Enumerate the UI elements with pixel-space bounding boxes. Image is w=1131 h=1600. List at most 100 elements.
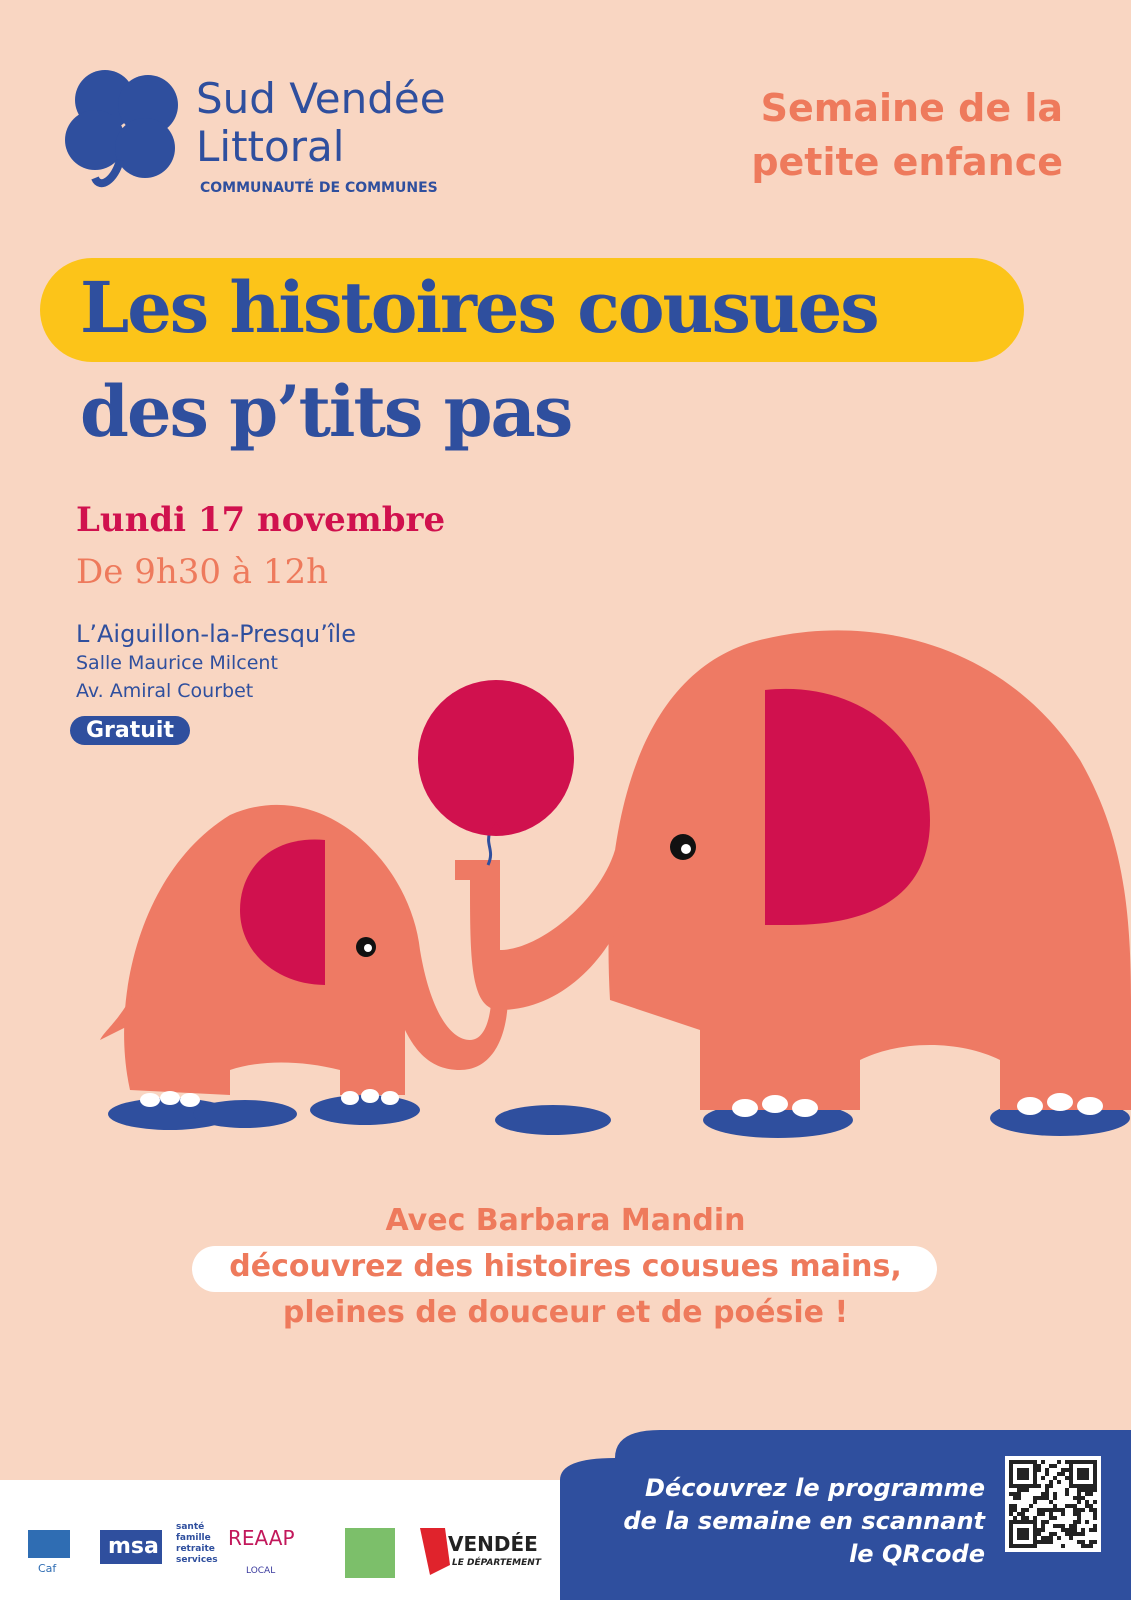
qr-module: [1037, 1540, 1041, 1544]
qr-module: [1029, 1504, 1033, 1508]
qr-module: [1061, 1512, 1065, 1516]
qr-module: [1069, 1468, 1073, 1472]
qr-module: [1033, 1532, 1037, 1536]
qr-module: [1069, 1524, 1073, 1528]
qr-module: [1085, 1488, 1089, 1492]
qr-module: [1033, 1464, 1037, 1468]
qr-module: [1017, 1544, 1021, 1548]
partner-label: Caf: [38, 1562, 57, 1575]
qr-module: [1077, 1492, 1081, 1496]
qr-module: [1025, 1536, 1029, 1540]
qr-module: [1081, 1468, 1085, 1472]
qr-module: [1049, 1536, 1053, 1540]
qr-module: [1037, 1512, 1041, 1516]
qr-module: [1037, 1496, 1041, 1500]
qr-module: [1033, 1468, 1037, 1472]
qr-module: [1065, 1504, 1069, 1508]
qr-module: [1037, 1484, 1041, 1488]
qr-module: [1013, 1516, 1017, 1520]
qr-module: [1077, 1540, 1081, 1544]
qr-module: [1081, 1484, 1085, 1488]
eye-shine: [364, 944, 372, 952]
qr-module: [1021, 1468, 1025, 1472]
qr-module: [1049, 1500, 1053, 1504]
qr-module: [1009, 1492, 1013, 1496]
qr-module: [1093, 1500, 1097, 1504]
qr-module: [1053, 1508, 1057, 1512]
qr-module: [1021, 1512, 1025, 1516]
date: Lundi 17 novembre: [76, 500, 446, 540]
balloon: [418, 680, 574, 836]
qr-module: [1021, 1532, 1025, 1536]
qr-module: [1081, 1472, 1085, 1476]
program-text: Découvrez le programme: [645, 1474, 985, 1502]
qr-module: [1053, 1504, 1057, 1508]
qr-module: [1045, 1488, 1049, 1492]
qr-module: [1093, 1488, 1097, 1492]
qr-module: [1061, 1472, 1065, 1476]
qr-module: [1069, 1464, 1073, 1468]
big-ear: [765, 688, 930, 925]
qr-module: [1021, 1520, 1025, 1524]
vendee-mark: [420, 1528, 450, 1575]
qr-module: [1053, 1492, 1057, 1496]
qr-module: [1029, 1544, 1033, 1548]
qr-module: [1041, 1496, 1045, 1500]
qr-module: [1021, 1544, 1025, 1548]
qr-module: [1017, 1512, 1021, 1516]
qr-module: [1081, 1460, 1085, 1464]
qr-module: [1033, 1540, 1037, 1544]
qr-module: [1025, 1516, 1029, 1520]
qr-module: [1033, 1528, 1037, 1532]
qr-module: [1057, 1480, 1061, 1484]
qr-module: [1085, 1472, 1089, 1476]
qr-module: [1009, 1512, 1013, 1516]
qr-module: [1069, 1480, 1073, 1484]
qr-module: [1065, 1488, 1069, 1492]
caf-mark: [28, 1530, 70, 1558]
description: découvrez des histoires cousues mains,: [229, 1249, 902, 1284]
qr-module: [1081, 1540, 1085, 1544]
qr-module: [1017, 1528, 1021, 1532]
qr-module: [1021, 1508, 1025, 1512]
qr-module: [1041, 1460, 1045, 1464]
qr-module: [1077, 1484, 1081, 1488]
qr-module: [1089, 1504, 1093, 1508]
qr-module: [1049, 1480, 1053, 1484]
program-panel: [560, 1430, 1131, 1600]
qr-module: [1017, 1520, 1021, 1524]
qr-module: [1085, 1484, 1089, 1488]
qr-module: [1017, 1484, 1021, 1488]
qr-module: [1077, 1500, 1081, 1504]
qr-module: [1009, 1544, 1013, 1548]
qr-module: [1093, 1528, 1097, 1532]
qr-module: [1093, 1476, 1097, 1480]
qr-module: [1041, 1528, 1045, 1532]
qr-module: [1009, 1464, 1013, 1468]
qr-module: [1037, 1508, 1041, 1512]
qr-module: [1085, 1460, 1089, 1464]
qr-module: [1037, 1528, 1041, 1532]
qr-module: [1069, 1476, 1073, 1480]
qr-module: [1017, 1536, 1021, 1540]
qr-module: [1081, 1488, 1085, 1492]
balloon-knot: [488, 822, 504, 834]
qr-module: [1093, 1516, 1097, 1520]
toenails: [140, 1089, 1103, 1117]
qr-module: [1009, 1460, 1013, 1464]
qr-module: [1093, 1512, 1097, 1516]
qr-module: [1041, 1540, 1045, 1544]
event-series: petite enfance: [751, 140, 1063, 184]
qr-module: [1065, 1476, 1069, 1480]
qr-module: [1069, 1504, 1073, 1508]
qr-module: [1025, 1532, 1029, 1536]
qr-module: [1093, 1468, 1097, 1472]
qr-module: [1065, 1492, 1069, 1496]
qr-module: [1085, 1504, 1089, 1508]
qr-module: [1025, 1528, 1029, 1532]
qr-module: [1045, 1496, 1049, 1500]
title: Les histoires cousues: [80, 266, 880, 349]
qr-module: [1037, 1532, 1041, 1536]
qr-module: [1049, 1508, 1053, 1512]
